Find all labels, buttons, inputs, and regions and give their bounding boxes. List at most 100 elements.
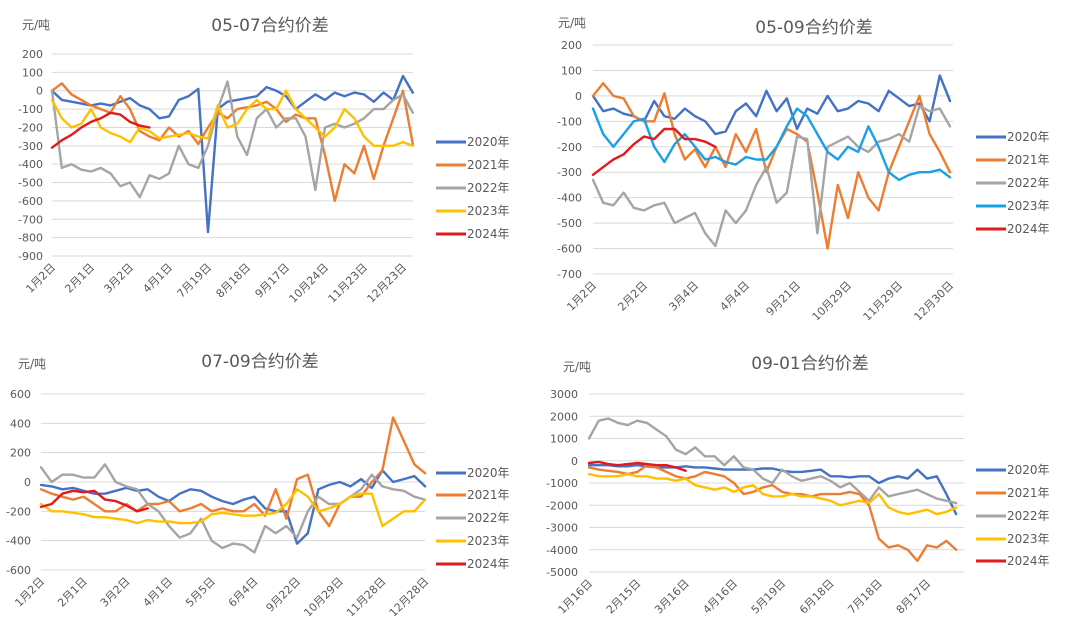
y-tick-label: -200 bbox=[557, 141, 582, 154]
y-axis-unit: 元/吨 bbox=[18, 357, 46, 371]
y-tick-label: -700 bbox=[557, 268, 582, 281]
x-tick-label: 4月4日 bbox=[717, 279, 752, 314]
legend-label: 2022年 bbox=[467, 181, 510, 195]
y-tick-label: 3000 bbox=[550, 388, 578, 401]
x-tick-label: 10月24日 bbox=[287, 261, 332, 306]
x-tick-label: 3月4日 bbox=[666, 279, 701, 314]
x-tick-label: 1月16日 bbox=[556, 577, 596, 617]
series-line-2023年 bbox=[587, 472, 958, 516]
x-tick-label: 11月23日 bbox=[326, 261, 371, 306]
legend-label: 2024年 bbox=[1007, 554, 1050, 568]
legend-item: 2023年 bbox=[976, 532, 1050, 546]
x-tick-label: 2月2日 bbox=[615, 279, 650, 314]
x-tick-label: 4月1日 bbox=[141, 575, 176, 610]
x-tick-label: 6月4日 bbox=[226, 575, 261, 610]
x-tick-label: 3月2日 bbox=[98, 575, 133, 610]
legend-label: 2022年 bbox=[467, 511, 510, 525]
series-line-2020年 bbox=[39, 469, 427, 545]
legend-label: 2021年 bbox=[467, 158, 510, 172]
x-tick-label: 3月2日 bbox=[101, 261, 136, 296]
x-tick-label: 2月1日 bbox=[62, 261, 97, 296]
legend-item: 2020年 bbox=[436, 466, 510, 480]
legend-label: 2023年 bbox=[467, 534, 510, 548]
series-line-2021年 bbox=[39, 416, 427, 528]
y-tick-label: -500 bbox=[557, 217, 582, 230]
y-tick-label: -500 bbox=[18, 177, 43, 190]
series-line-2022年 bbox=[587, 417, 958, 505]
y-tick-label: 0 bbox=[24, 476, 31, 489]
y-tick-label: -2000 bbox=[546, 499, 578, 512]
series-line-2022年 bbox=[50, 80, 414, 199]
legend-label: 2021年 bbox=[1007, 486, 1050, 500]
legend-item: 2021年 bbox=[436, 158, 510, 172]
x-tick-label: 5月19日 bbox=[749, 577, 789, 617]
series-line-2024年 bbox=[50, 111, 151, 149]
legend-item: 2022年 bbox=[976, 176, 1050, 190]
series-line-2020年 bbox=[587, 464, 958, 516]
chart-title: 07-09合约价差 bbox=[201, 352, 318, 372]
x-tick-label: 1月2日 bbox=[12, 575, 47, 610]
chart-1: 05-07合约价差 元/吨 -900 -800 -700 -600 -500 -400 -300… bbox=[18, 16, 510, 305]
series-line-2021年 bbox=[591, 81, 952, 250]
legend-item: 2023年 bbox=[436, 534, 510, 548]
y-axis-unit: 元/吨 bbox=[563, 360, 591, 374]
legend-label: 2022年 bbox=[1007, 509, 1050, 523]
x-tick-label: 12月28日 bbox=[387, 575, 432, 620]
series-line-2023年 bbox=[50, 89, 414, 148]
y-tick-label: 100 bbox=[561, 64, 582, 77]
legend-label: 2020年 bbox=[467, 135, 510, 149]
legend-item: 2021年 bbox=[976, 153, 1050, 167]
y-tick-label: 0 bbox=[571, 455, 578, 468]
chart-title: 05-09合约价差 bbox=[755, 18, 872, 38]
y-tick-label: -400 bbox=[557, 192, 582, 205]
x-tick-label: 9月22日 bbox=[264, 575, 304, 615]
y-tick-label: -900 bbox=[18, 250, 43, 263]
series-line-2022年 bbox=[591, 104, 952, 248]
legend-label: 2021年 bbox=[1007, 153, 1050, 167]
x-tick-label: 3月16日 bbox=[652, 577, 692, 617]
y-tick-label: -600 bbox=[18, 195, 43, 208]
legend-item: 2022年 bbox=[976, 509, 1050, 523]
y-tick-label: 400 bbox=[10, 417, 31, 430]
legend-label: 2023年 bbox=[467, 204, 510, 218]
y-tick-label: -600 bbox=[557, 243, 582, 256]
legend-label: 2020年 bbox=[467, 466, 510, 480]
legend-label: 2020年 bbox=[1007, 463, 1050, 477]
x-tick-label: 10月29日 bbox=[810, 279, 855, 324]
y-tick-label: -400 bbox=[18, 158, 43, 171]
legend-item: 2021年 bbox=[436, 488, 510, 502]
series-line-2022年 bbox=[39, 463, 427, 554]
series-line-2023年 bbox=[591, 107, 952, 182]
y-tick-label: -200 bbox=[6, 505, 31, 518]
x-tick-label: 12月30日 bbox=[912, 279, 957, 324]
legend-item: 2024年 bbox=[976, 554, 1050, 568]
legend-item: 2023年 bbox=[436, 204, 510, 218]
y-tick-label: -1000 bbox=[546, 477, 578, 490]
series-line-2020年 bbox=[50, 74, 414, 234]
legend-item: 2020年 bbox=[976, 463, 1050, 477]
x-tick-label: 9月17日 bbox=[253, 261, 293, 301]
y-tick-label: -200 bbox=[18, 121, 43, 134]
x-tick-label: 7月19日 bbox=[175, 261, 215, 301]
chart-title: 09-01合约价差 bbox=[751, 354, 868, 374]
series-line-2024年 bbox=[39, 489, 149, 513]
legend-item: 2023年 bbox=[976, 199, 1050, 213]
y-tick-label: -600 bbox=[6, 564, 31, 577]
y-tick-label: 600 bbox=[10, 388, 31, 401]
series-line-2023年 bbox=[39, 488, 427, 528]
x-tick-label: 10月29日 bbox=[301, 575, 346, 620]
x-tick-label: 11月29日 bbox=[861, 279, 906, 324]
y-tick-label: 200 bbox=[561, 39, 582, 52]
y-tick-label: -800 bbox=[18, 232, 43, 245]
x-tick-label: 2月15日 bbox=[604, 577, 644, 617]
x-tick-label: 7月18日 bbox=[845, 577, 885, 617]
y-tick-label: 2000 bbox=[550, 410, 578, 423]
x-tick-label: 4月1日 bbox=[140, 261, 175, 296]
legend-label: 2020年 bbox=[1007, 130, 1050, 144]
y-tick-label: -4000 bbox=[546, 544, 578, 557]
y-tick-label: 0 bbox=[575, 90, 582, 103]
x-tick-label: 2月1日 bbox=[55, 575, 90, 610]
y-tick-label: -300 bbox=[557, 166, 582, 179]
legend-label: 2023年 bbox=[1007, 199, 1050, 213]
